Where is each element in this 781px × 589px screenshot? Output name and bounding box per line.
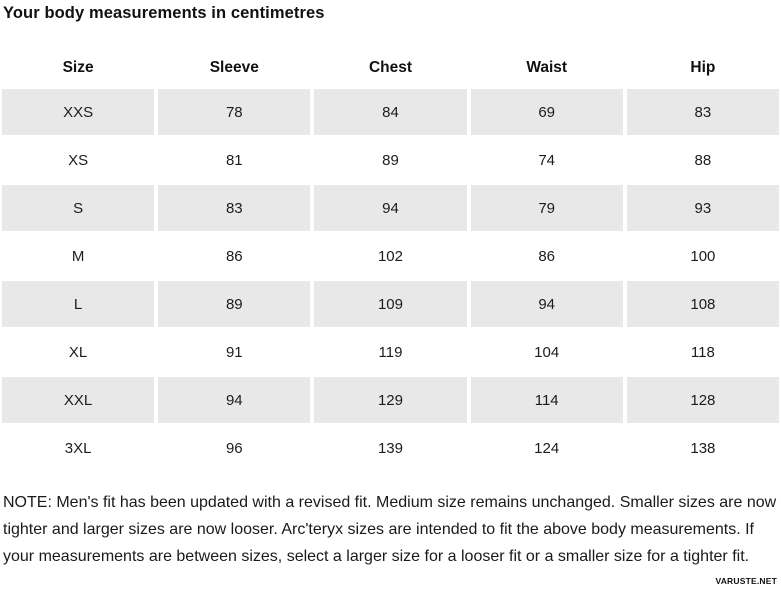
column-header-waist: Waist [526, 59, 568, 76]
value-cell: 83 [626, 89, 779, 135]
value-cell: 94 [470, 281, 623, 327]
size-cell: XXL [2, 377, 155, 423]
size-cell: XS [68, 151, 89, 169]
table-row: S 83 94 79 93 [2, 184, 779, 232]
note-text: NOTE: Men's fit has been updated with a … [3, 494, 777, 565]
value-cell: 74 [538, 151, 556, 169]
table-row: 3XL 96 139 124 138 [2, 424, 779, 472]
table-row: L 89 109 94 108 [2, 280, 779, 328]
size-cell: XL [68, 343, 88, 361]
value-cell: 138 [690, 439, 716, 457]
value-cell: 124 [534, 439, 560, 457]
value-cell: 109 [314, 281, 467, 327]
value-cell: 93 [626, 185, 779, 231]
value-cell: 114 [470, 377, 623, 423]
table-header-row: Size Sleeve Chest Waist Hip [2, 48, 779, 88]
table-row: XXL 94 129 114 128 [2, 376, 779, 424]
value-cell: 86 [538, 247, 556, 265]
value-cell: 84 [314, 89, 467, 135]
value-cell: 102 [377, 247, 403, 265]
value-cell: 108 [626, 281, 779, 327]
column-header-size: Size [62, 59, 94, 76]
value-cell: 100 [690, 247, 716, 265]
size-cell: M [71, 247, 85, 265]
value-cell: 86 [225, 247, 243, 265]
value-cell: 104 [534, 343, 560, 361]
value-cell: 139 [377, 439, 403, 457]
column-header-chest: Chest [368, 59, 413, 76]
table-row: XXS 78 84 69 83 [2, 88, 779, 136]
size-table: Size Sleeve Chest Waist Hip XXS 78 84 69 83 X… [2, 48, 779, 472]
value-cell: 94 [158, 377, 311, 423]
value-cell: 79 [470, 185, 623, 231]
table-row: XL 91 119 104 118 [2, 328, 779, 376]
value-cell: 96 [225, 439, 243, 457]
size-cell: L [2, 281, 155, 327]
value-cell: 128 [626, 377, 779, 423]
table-body: XXS 78 84 69 83 XS 81 89 74 88 S 83 94 79 93 M 86 102 86 10… [2, 88, 779, 472]
value-cell: 119 [378, 343, 403, 361]
table-row: XS 81 89 74 88 [2, 136, 779, 184]
column-header-hip: Hip [690, 59, 716, 76]
value-cell: 89 [158, 281, 311, 327]
value-cell: 83 [158, 185, 311, 231]
page-title: Your body measurements in centimetres [3, 4, 325, 22]
table-row: M 86 102 86 100 [2, 232, 779, 280]
value-cell: 129 [314, 377, 467, 423]
value-cell: 81 [225, 151, 243, 169]
value-cell: 78 [158, 89, 311, 135]
value-cell: 118 [690, 343, 715, 361]
size-cell: XXS [2, 89, 155, 135]
size-cell: 3XL [64, 439, 92, 457]
column-header-sleeve: Sleeve [209, 59, 259, 76]
value-cell: 94 [314, 185, 467, 231]
value-cell: 69 [470, 89, 623, 135]
watermark: VARUSTE.NET [715, 576, 777, 586]
value-cell: 91 [225, 343, 243, 361]
size-cell: S [2, 185, 155, 231]
value-cell: 88 [694, 151, 712, 169]
value-cell: 89 [382, 151, 399, 169]
